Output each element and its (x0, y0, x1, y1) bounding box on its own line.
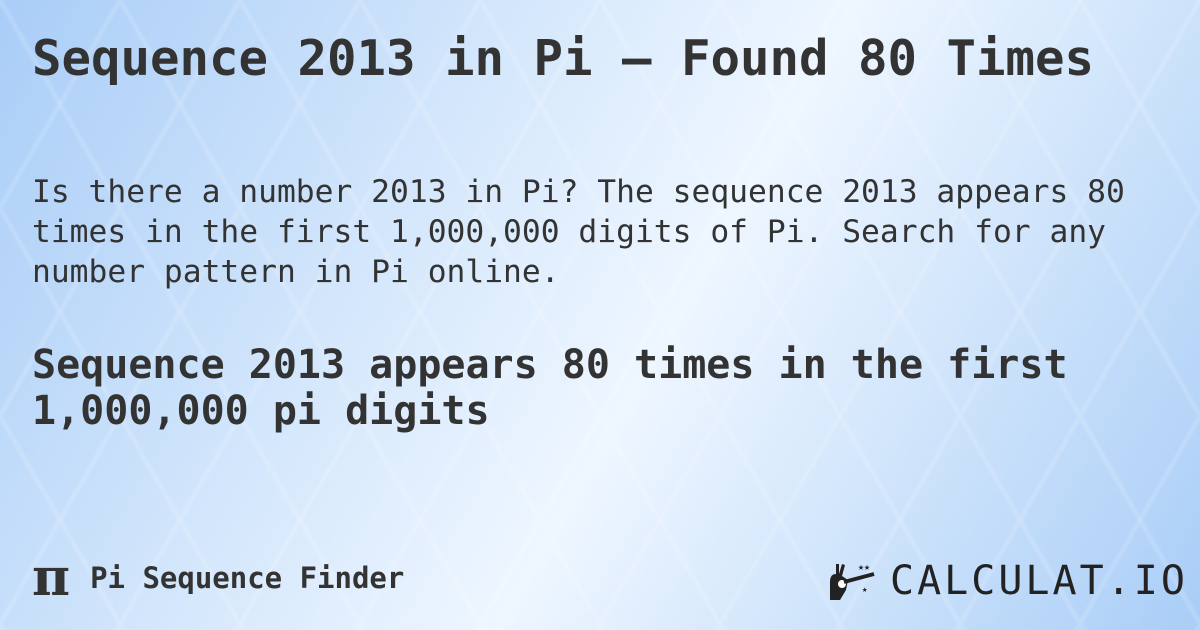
svg-text:★: ★ (862, 585, 868, 595)
app-branding: π Pi Sequence Finder (32, 552, 404, 604)
page-title: Sequence 2013 in Pi — Found 80 Times (32, 30, 1095, 87)
calculat-logo: ★★ ★ CALCULAT.IO (828, 558, 1188, 604)
description: Is there a number 2013 in Pi? The sequen… (32, 174, 1125, 290)
app-name: Pi Sequence Finder (90, 561, 405, 595)
magic-hand-wand-icon: ★★ ★ (830, 562, 875, 600)
pi-icon: π (32, 547, 71, 608)
result-heading: Sequence 2013 appears 80 times in the fi… (32, 342, 1068, 434)
brand-name: CALCULAT.IO (890, 558, 1188, 604)
svg-text:★★: ★★ (858, 562, 870, 573)
